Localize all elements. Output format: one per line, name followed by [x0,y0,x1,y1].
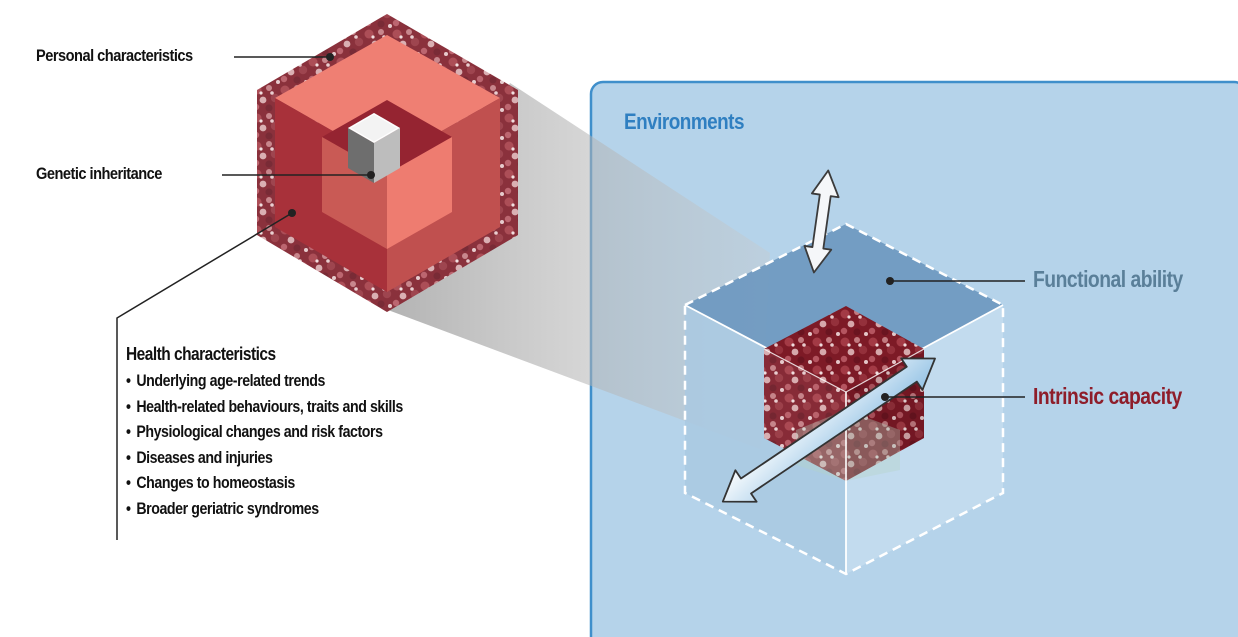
health-leader-line [116,212,293,540]
health-characteristics-list: • Underlying age-related trends • Health-r… [126,369,403,523]
genetic-leader-dot [367,171,375,179]
list-item: • Underlying age-related trends [126,372,325,390]
functional-leader-dot [886,277,894,285]
vertical-double-arrow-icon [803,169,840,274]
personal-leader-dot [326,53,334,61]
list-item: • Diseases and injuries [126,448,273,467]
health-characteristics-block: Health characteristics • Underlying age-r… [126,344,403,523]
list-item: • Physiological changes and risk factors [126,423,383,442]
list-item: • Health-related behaviours, traits and s… [126,397,403,416]
list-item: • Broader geriatric syndromes [126,499,319,518]
intrinsic-leader-dot [881,393,889,401]
personal-characteristics-label: Personal characteristics [36,46,193,65]
diagonal-double-arrow-icon [721,357,936,503]
list-item: • Changes to homeostasis [126,474,295,493]
functional-ability-label: Functional ability [1033,266,1183,292]
environments-label: Environments [624,109,744,134]
genetic-inheritance-label: Genetic inheritance [36,164,162,183]
intrinsic-capacity-cube [763,306,925,481]
personal-characteristics-hexagon [257,14,518,312]
intrinsic-capacity-label: Intrinsic capacity [1033,383,1182,409]
health-leader-dot [288,209,296,217]
health-characteristics-title: Health characteristics [126,344,276,364]
